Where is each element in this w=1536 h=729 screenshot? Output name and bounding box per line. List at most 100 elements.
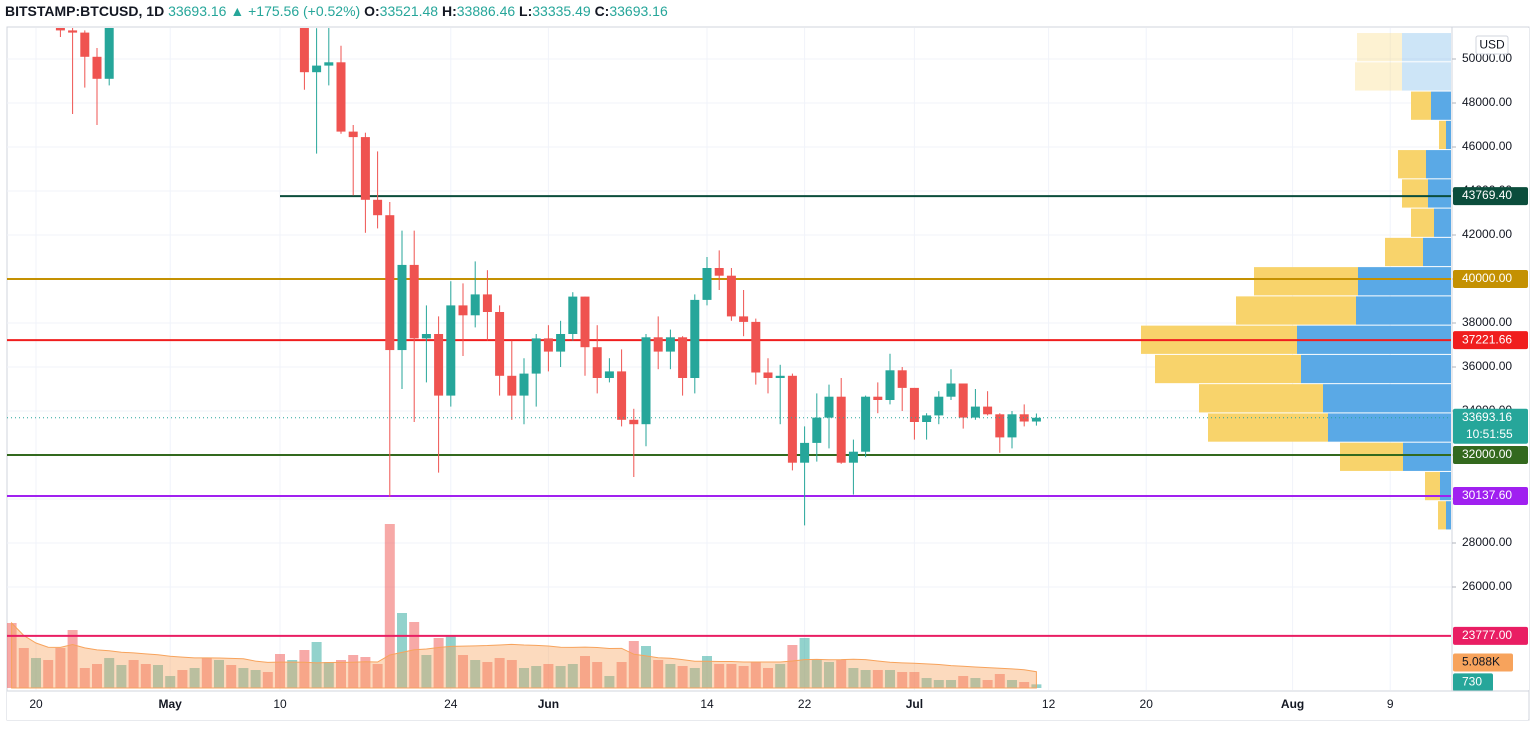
volume-bar <box>543 664 554 688</box>
volume-bar <box>775 664 786 688</box>
symbol: BITSTAMP:BTCUSD, 1D <box>5 3 165 19</box>
profile-up <box>1328 413 1451 442</box>
close: 33693.16 <box>609 3 668 19</box>
volume-last-label: 730 <box>1462 675 1482 689</box>
level-label: 37221.66 <box>1462 332 1512 346</box>
y-tick-label: 28000.00 <box>1462 535 1512 549</box>
volume-bar <box>958 676 969 688</box>
price-axis-bg <box>1452 28 1529 690</box>
volume-bar <box>18 648 29 688</box>
volume-bar <box>177 670 188 688</box>
profile-up <box>1402 33 1451 62</box>
candle-body <box>885 370 895 400</box>
candle-body <box>55 28 65 31</box>
volume-bar <box>921 678 932 688</box>
x-tick-label: 9 <box>1387 697 1394 711</box>
o-label: O: <box>364 3 380 19</box>
volume-bar <box>689 668 700 688</box>
candle-body <box>665 337 675 352</box>
volume-bar <box>140 664 151 688</box>
level-label-box <box>1453 331 1528 350</box>
candle-body <box>482 294 492 312</box>
low: 33335.49 <box>532 3 591 19</box>
candle-body <box>763 372 773 378</box>
profile-down <box>1254 267 1358 296</box>
volume-bar <box>970 678 981 688</box>
volume-bar <box>348 655 359 688</box>
currency: USD <box>1479 38 1505 52</box>
profile-up <box>1446 120 1451 150</box>
volume-bar <box>153 665 163 688</box>
candle-body <box>751 321 761 373</box>
profile-down <box>1438 501 1446 530</box>
candle-body <box>495 311 505 376</box>
volume-bar <box>104 658 115 688</box>
arrow: ▲ <box>230 3 245 19</box>
volume-bar <box>494 658 505 688</box>
candle-body <box>324 62 334 66</box>
candle-body <box>580 296 590 348</box>
candle-body <box>909 387 919 422</box>
volume-bar <box>445 636 456 688</box>
candle-body <box>873 396 883 400</box>
volume-bar <box>275 654 285 688</box>
candle-body <box>861 396 871 452</box>
candle-body <box>336 62 346 132</box>
profile-up <box>1403 442 1451 471</box>
profile-up <box>1426 150 1451 179</box>
candle-body <box>775 375 785 378</box>
volume-bar <box>226 665 237 688</box>
y-tick-label: 46000.00 <box>1462 139 1512 153</box>
volume-bar <box>470 660 481 688</box>
volume-bar <box>519 668 529 688</box>
currency-box <box>1475 35 1509 55</box>
volume-bar <box>604 676 615 688</box>
level-label: 32000.00 <box>1462 447 1512 461</box>
volume-bar <box>628 641 639 688</box>
volume-bar <box>665 664 676 688</box>
candle-body <box>653 337 663 352</box>
profile-down <box>1398 150 1426 179</box>
volume-bar <box>738 666 749 688</box>
candle-body <box>970 406 980 418</box>
candle-body <box>360 137 370 200</box>
candle-body <box>458 305 468 316</box>
profile-up <box>1301 354 1451 384</box>
candle-body <box>726 275 736 317</box>
level-label: 40000.00 <box>1462 271 1512 285</box>
profile-down <box>1439 120 1446 150</box>
candle-body <box>446 305 456 396</box>
volume-bar <box>848 668 859 688</box>
x-tick-label: Jul <box>906 697 923 711</box>
volume-bar <box>262 672 273 688</box>
volume-bar <box>336 660 346 688</box>
volume-bar <box>165 676 176 688</box>
profile-down <box>1411 91 1431 120</box>
candle-body <box>1019 414 1029 422</box>
candle-body <box>836 396 846 463</box>
y-tick-label: 38000.00 <box>1462 315 1512 329</box>
y-tick-label: 50000.00 <box>1462 51 1512 65</box>
volume-bar <box>214 660 224 688</box>
volume-bar <box>1019 682 1030 688</box>
candle-body <box>470 294 480 316</box>
volume-bar <box>567 664 578 688</box>
candle-body <box>702 267 712 300</box>
profile-down <box>1411 208 1434 237</box>
profile-down <box>1155 354 1301 384</box>
candle-body <box>690 299 700 378</box>
profile-down <box>1199 384 1323 413</box>
volume-bar <box>323 662 334 688</box>
last-price-label: 33693.16 <box>1462 410 1512 424</box>
candle-body <box>80 32 90 57</box>
candle-body <box>68 30 78 33</box>
volume-bar <box>653 660 664 688</box>
level-label-box <box>1453 486 1528 505</box>
volume-bar <box>360 657 371 688</box>
volume-bar <box>726 664 737 688</box>
volume-bar <box>128 660 139 688</box>
level-label-box <box>1453 269 1528 288</box>
y-tick-label: 42000.00 <box>1462 227 1512 241</box>
volume-bar <box>811 660 822 688</box>
candle-body <box>409 264 419 339</box>
